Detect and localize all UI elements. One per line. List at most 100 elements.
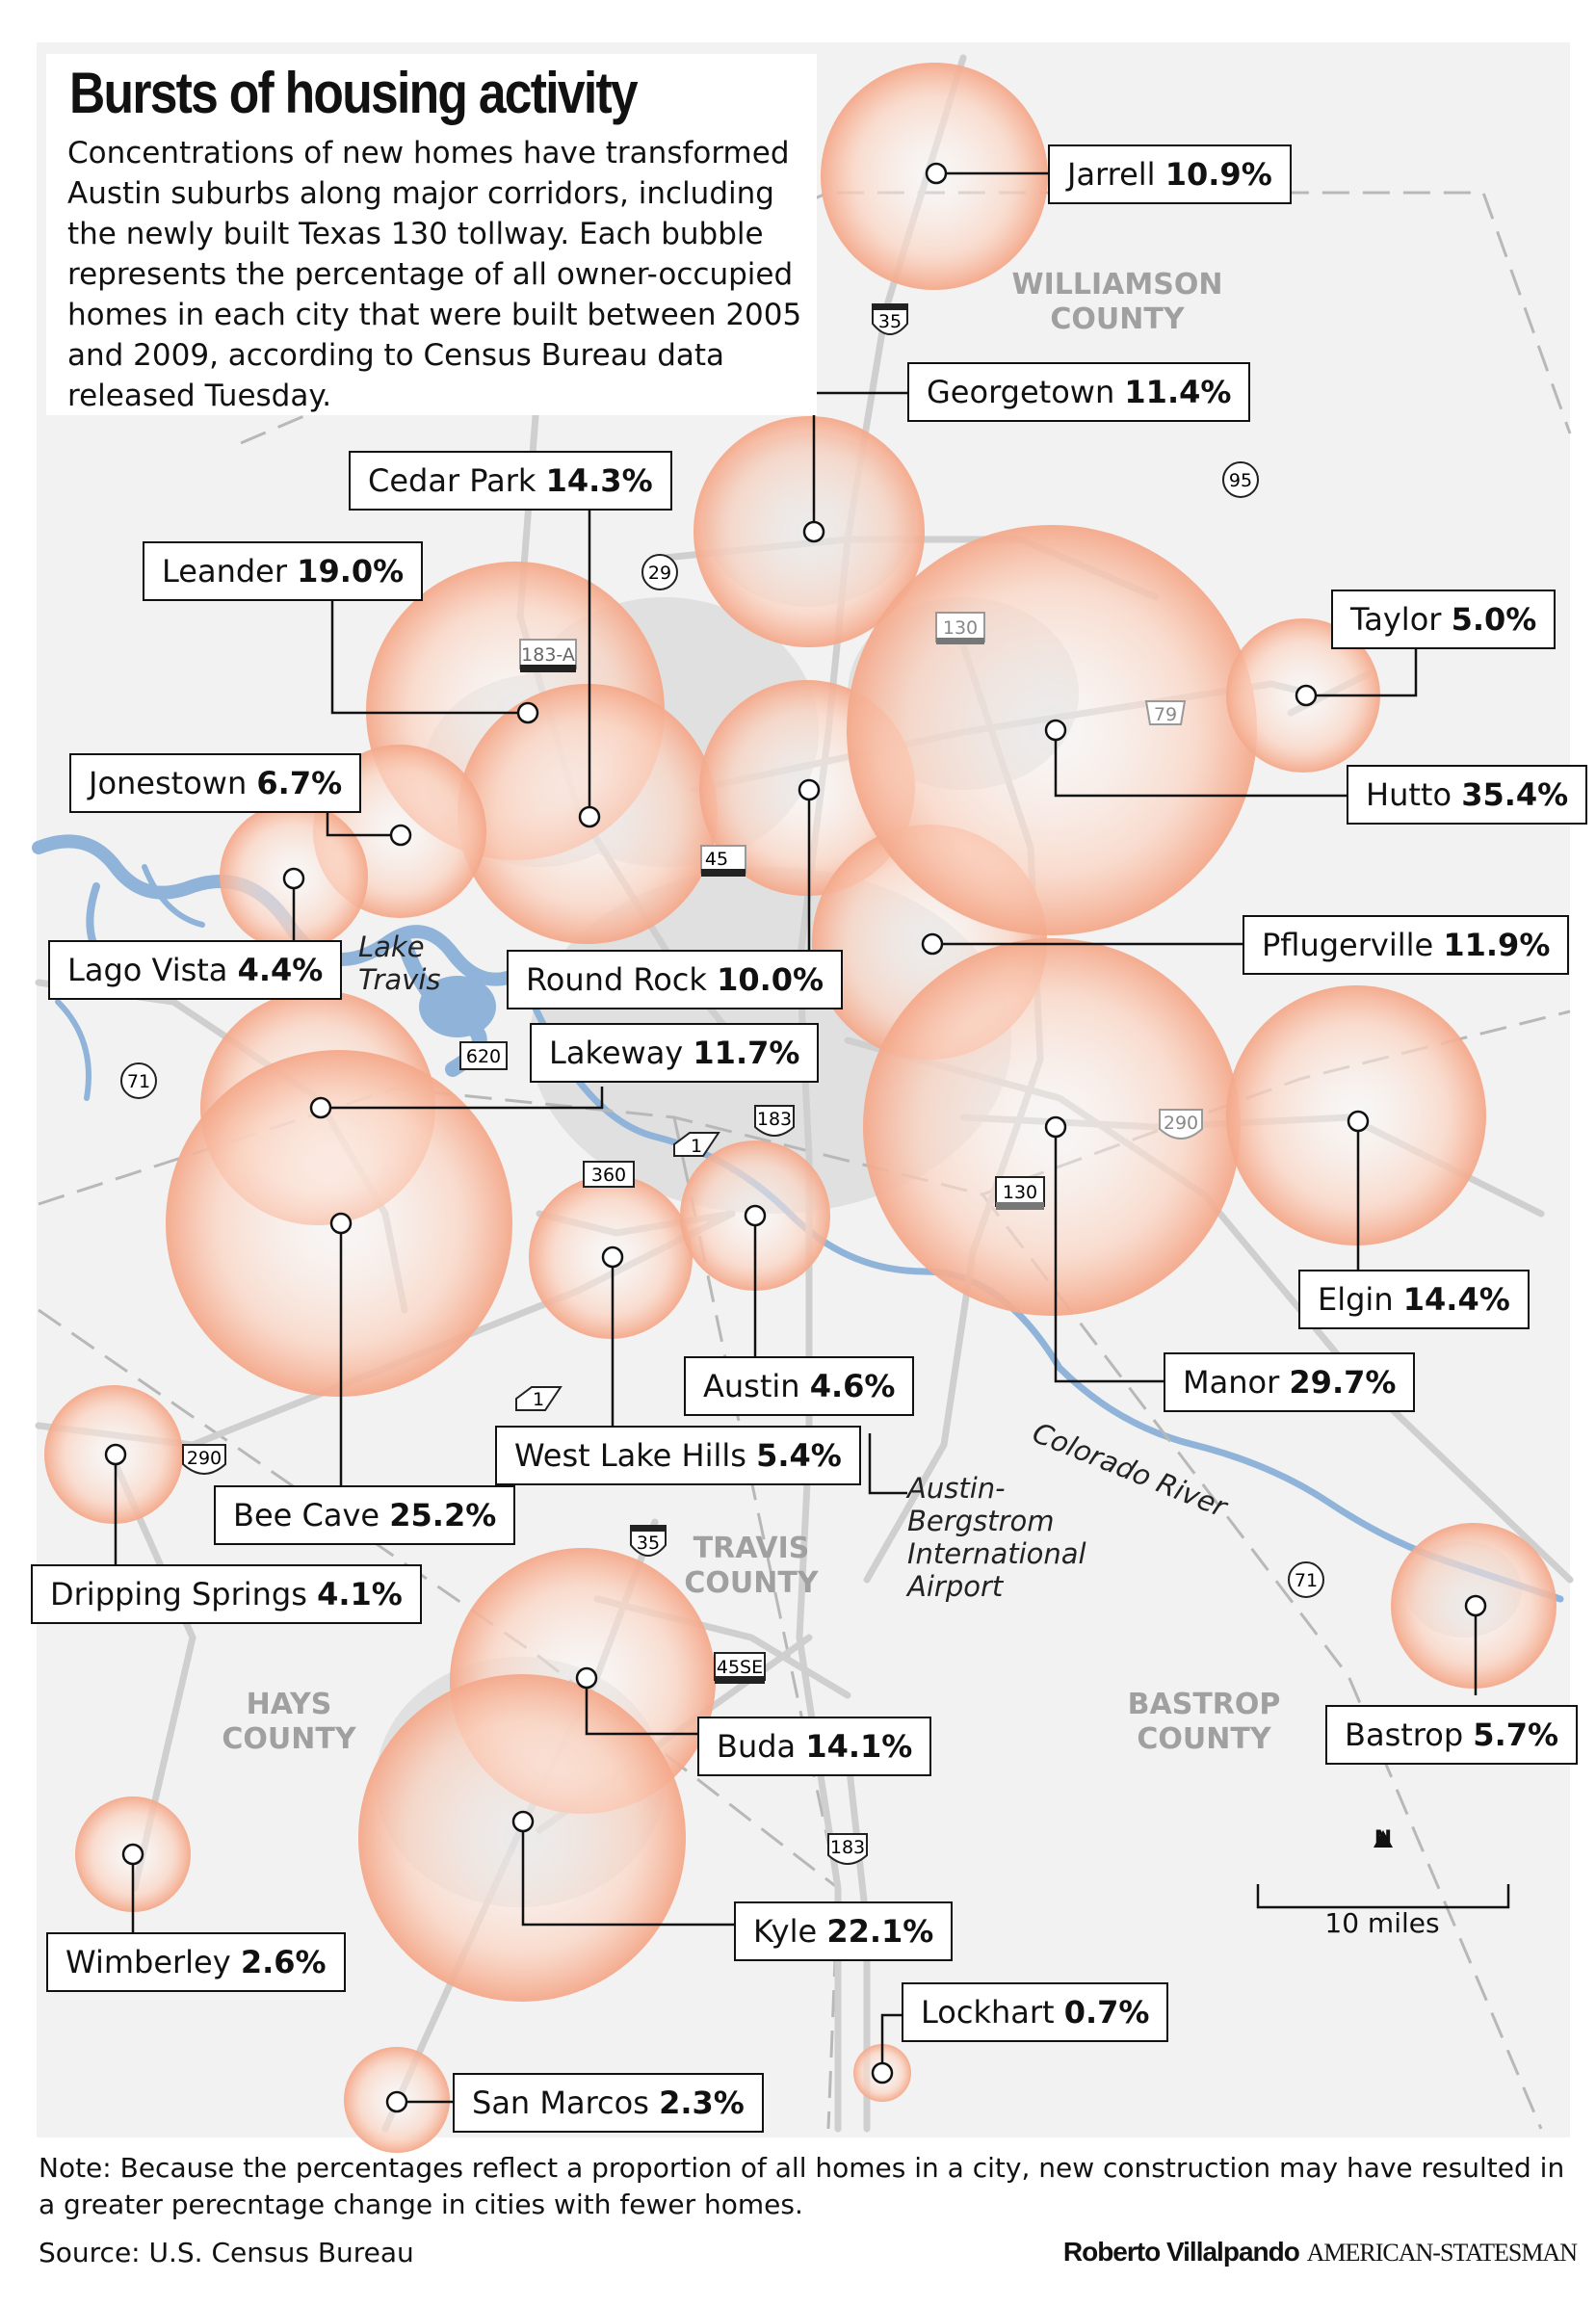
- marker-cedar-park: [578, 805, 601, 828]
- label-san-marcos: San Marcos 2.3%: [453, 2073, 764, 2133]
- marker-dripping-springs: [104, 1443, 127, 1466]
- marker-manor: [1044, 1115, 1067, 1139]
- label-cedar-park: Cedar Park 14.3%: [349, 451, 672, 511]
- shield-loop1-south: 1: [515, 1386, 563, 1411]
- label-bastrop: Bastrop 5.7%: [1325, 1705, 1579, 1765]
- svg-text:620: 620: [466, 1046, 501, 1067]
- byline: Roberto Villalpando: [1062, 2237, 1300, 2267]
- shield-i35-north: 35: [872, 303, 908, 335]
- shield-183a: 183-A: [519, 639, 577, 672]
- marker-hutto: [1044, 719, 1067, 742]
- shield-130-south: 130: [995, 1176, 1045, 1210]
- label-taylor: Taylor 5.0%: [1331, 590, 1557, 649]
- svg-text:45SE: 45SE: [717, 1657, 763, 1678]
- marker-bastrop: [1464, 1594, 1487, 1617]
- marker-wimberley: [121, 1843, 144, 1866]
- shield-290-west: 290: [182, 1444, 226, 1475]
- svg-text:95: 95: [1229, 470, 1252, 491]
- shield-290-east: 290: [1159, 1109, 1203, 1140]
- highway-shields: 35 95 29 183-A 130 79 45 620 71 183 1 36…: [120, 303, 1324, 1865]
- svg-text:71: 71: [1295, 1570, 1318, 1591]
- shield-360: 360: [583, 1161, 635, 1188]
- svg-text:360: 360: [591, 1165, 626, 1186]
- airport-label: Austin-Bergstrom International Airport: [907, 1472, 1086, 1603]
- marker-elgin: [1347, 1110, 1370, 1133]
- svg-text:183: 183: [830, 1837, 865, 1858]
- marker-kyle: [511, 1810, 535, 1833]
- svg-text:45: 45: [705, 849, 728, 870]
- scale-bar: [1256, 1884, 1510, 1909]
- label-bee-cave: Bee Cave 25.2%: [214, 1485, 516, 1545]
- svg-text:35: 35: [878, 311, 902, 332]
- label-west-lake-hills: West Lake Hills 5.4%: [495, 1426, 861, 1485]
- label-dripping-springs: Dripping Springs 4.1%: [31, 1564, 422, 1624]
- credit-line: Roberto Villalpando AMERICAN-STATESMAN: [1062, 2237, 1578, 2268]
- svg-text:130: 130: [1003, 1182, 1037, 1203]
- label-georgetown: Georgetown 11.4%: [907, 362, 1251, 422]
- source-line: Source: U.S. Census Bureau: [39, 2237, 414, 2268]
- svg-text:290: 290: [1164, 1113, 1198, 1134]
- shield-45se: 45SE: [714, 1652, 766, 1684]
- shield-71-west: 71: [120, 1062, 157, 1099]
- svg-text:183: 183: [757, 1109, 792, 1130]
- svg-text:183-A: 183-A: [521, 644, 575, 666]
- footnote: Note: Because the percentages reflect a …: [39, 2152, 1565, 2220]
- label-lockhart: Lockhart 0.7%: [902, 1982, 1169, 2042]
- label-jarrell: Jarrell 10.9%: [1048, 144, 1292, 204]
- marker-san-marcos: [385, 2090, 408, 2113]
- label-hutto: Hutto 35.4%: [1347, 765, 1588, 825]
- marker-georgetown: [802, 520, 825, 543]
- shield-620: 620: [459, 1041, 508, 1070]
- scale-label: 10 miles: [1324, 1907, 1440, 1939]
- label-austin: Austin 4.6%: [684, 1356, 915, 1416]
- county-label-williamson: WILLIAMSON COUNTY: [1011, 268, 1223, 336]
- marker-buda: [575, 1666, 598, 1690]
- label-lakeway: Lakeway 11.7%: [530, 1023, 820, 1083]
- county-label-hays: HAYS COUNTY: [222, 1688, 356, 1756]
- north-arrow-icon: [1374, 1830, 1393, 1848]
- marker-jarrell: [925, 162, 948, 185]
- shield-29: 29: [641, 554, 678, 590]
- water-label-lake-travis: Lake Travis: [358, 931, 441, 996]
- label-jonestown: Jonestown 6.7%: [69, 753, 362, 813]
- shield-loop1-north: 1: [673, 1132, 720, 1157]
- shield-71-east: 71: [1288, 1561, 1324, 1598]
- svg-text:35: 35: [637, 1533, 660, 1554]
- county-label-bastrop: BASTROP COUNTY: [1127, 1688, 1281, 1756]
- marker-lockhart: [871, 2061, 894, 2084]
- marker-pflugerville: [921, 932, 944, 956]
- intro-text: Concentrations of new homes have transfo…: [67, 136, 802, 413]
- shield-79: 79: [1144, 700, 1187, 725]
- publication-name: AMERICAN-STATESMAN: [1306, 2239, 1578, 2267]
- leader-lines: [114, 171, 1478, 2104]
- label-round-rock: Round Rock 10.0%: [507, 950, 844, 1009]
- label-buda: Buda 14.1%: [697, 1717, 932, 1776]
- north-label: N: [1374, 1827, 1393, 1851]
- label-wimberley: Wimberley 2.6%: [46, 1932, 346, 1992]
- lake-travis-body: [419, 976, 496, 1037]
- shield-183-mid: 183: [754, 1105, 795, 1137]
- title-panel: [46, 54, 817, 415]
- marker-jonestown: [389, 824, 412, 847]
- marker-austin: [744, 1204, 767, 1227]
- shield-45: 45: [700, 845, 746, 877]
- shield-130-north: 130: [935, 612, 985, 644]
- svg-text:79: 79: [1154, 704, 1177, 725]
- svg-text:29: 29: [648, 563, 671, 584]
- shield-95: 95: [1222, 461, 1259, 498]
- marker-bee-cave: [329, 1212, 353, 1235]
- shield-183-south: 183: [827, 1833, 868, 1865]
- svg-text:130: 130: [943, 617, 978, 639]
- shield-i35-south: 35: [630, 1525, 667, 1557]
- county-label-travis: TRAVIS COUNTY: [684, 1532, 819, 1600]
- marker-taylor: [1295, 684, 1318, 707]
- city-markers: [104, 162, 1487, 2113]
- marker-round-rock: [798, 778, 821, 801]
- label-leander: Leander 19.0%: [143, 541, 424, 601]
- svg-text:71: 71: [127, 1071, 150, 1092]
- marker-lakeway: [309, 1096, 332, 1119]
- marker-leander: [516, 701, 539, 724]
- svg-text:290: 290: [187, 1448, 222, 1469]
- label-elgin: Elgin 14.4%: [1298, 1270, 1530, 1329]
- label-manor: Manor 29.7%: [1164, 1352, 1416, 1412]
